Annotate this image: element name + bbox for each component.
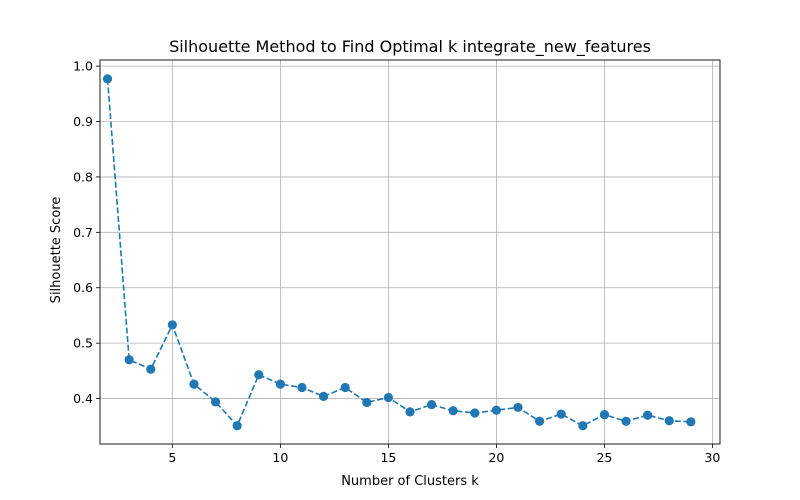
x-axis-label: Number of Clusters k [341,474,479,489]
y-tick-label: 0.9 [73,114,93,129]
data-point [189,379,199,389]
series-line [106,78,691,427]
data-point [470,408,480,418]
chart-title: Silhouette Method to Find Optimal k inte… [169,37,651,57]
data-point [621,416,631,426]
data-point [578,421,588,431]
y-tick-label: 0.5 [73,336,93,351]
axes-frame [99,59,721,445]
x-tick-label: 20 [488,450,504,465]
data-point [146,364,156,374]
x-tick-label: 25 [596,450,612,465]
y-tick-label: 0.4 [73,391,93,406]
data-point [535,416,545,426]
data-point [210,397,221,407]
data-point [686,417,696,427]
y-tick-label: 1.0 [73,59,93,74]
data-point [491,405,502,415]
data-point [599,410,610,420]
data-point [232,421,242,431]
data-point [362,397,372,408]
data-point [405,407,415,417]
data-point [275,379,285,389]
data-point [102,74,113,84]
data-point [318,391,329,401]
x-tick-label: 5 [168,450,176,465]
y-tick-label: 0.6 [73,280,93,295]
data-point [124,355,134,365]
data-point [297,382,307,393]
x-tick-label: 15 [380,450,396,465]
data-point [167,320,177,330]
data-point [254,370,264,380]
y-tick-label: 0.7 [73,225,93,240]
plot-area: 5 10 15 20 25 30 0.4 0.5 0.6 0.7 0.8 0.9 1.0 [73,59,721,465]
x-tick-label: 30 [704,450,720,465]
data-point [664,416,674,426]
data-point [448,406,458,416]
data-point [513,402,523,413]
data-point [427,400,437,410]
y-axis-label: Silhouette Score [49,197,64,304]
y-tick-label: 0.8 [73,169,93,184]
data-point [556,409,566,419]
data-point [383,392,393,403]
data-point [643,410,653,420]
x-tick-label: 10 [272,450,288,465]
data-point [340,382,350,393]
